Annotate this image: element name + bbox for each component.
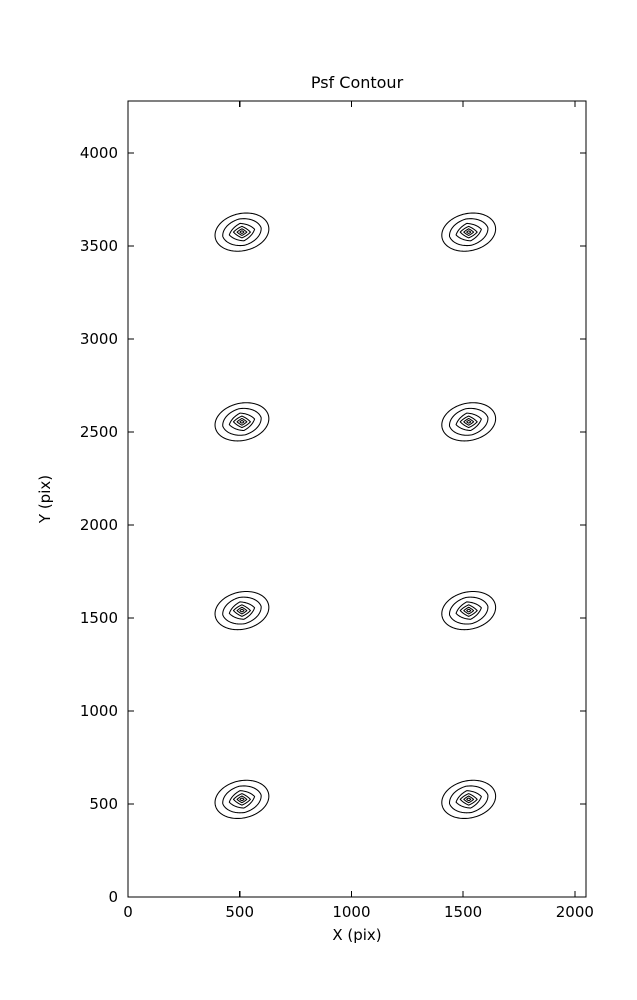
contour-level-1 (448, 596, 489, 625)
contour-level-2 (228, 222, 256, 242)
y-tick-label: 0 (108, 888, 118, 906)
contour-level-4 (463, 606, 475, 615)
contour-level-3 (232, 415, 251, 429)
psf-contour-source (441, 590, 497, 631)
contour-level-5 (239, 230, 245, 234)
contour-level-0 (441, 212, 497, 252)
psf-contour-source (441, 402, 497, 442)
x-axis-label: X (pix) (332, 926, 381, 944)
x-tick-label: 1000 (332, 903, 370, 921)
contour-level-0 (214, 779, 270, 819)
contour-level-1 (448, 785, 489, 814)
y-tick-label: 4000 (80, 144, 118, 162)
contour-level-5 (466, 230, 472, 234)
contour-level-2 (228, 601, 256, 620)
y-axis-ticks: 0 500 1000 1500 2000 2500 3000 3500 4000 (80, 144, 586, 906)
contour-level-2 (228, 790, 256, 809)
contour-level-0 (441, 590, 497, 631)
contour-level-4 (236, 606, 248, 615)
psf-contour-source (214, 212, 270, 252)
contour-level-3 (459, 604, 478, 617)
x-tick-label: 1500 (444, 903, 482, 921)
contour-level-2 (455, 222, 482, 242)
y-tick-label: 1000 (80, 702, 118, 720)
contour-level-4 (463, 417, 475, 426)
contour-level-1 (222, 218, 262, 247)
contour-level-3 (232, 604, 251, 617)
contour-level-5 (466, 419, 472, 424)
y-tick-label: 3500 (80, 237, 118, 255)
contour-level-5 (239, 608, 245, 613)
contour-level-3 (459, 415, 478, 429)
contour-level-4 (463, 795, 475, 804)
contour-level-4 (236, 417, 248, 426)
contour-level-0 (214, 212, 270, 252)
contour-layer (214, 212, 497, 819)
contour-level-3 (459, 793, 478, 806)
contour-level-5 (466, 797, 472, 802)
contour-level-3 (232, 793, 251, 806)
plot-title: Psf Contour (311, 73, 404, 92)
y-tick-label: 2000 (80, 516, 118, 534)
contour-level-5 (466, 608, 472, 613)
psf-contour-source (441, 779, 497, 819)
y-tick-label: 3000 (80, 330, 118, 348)
contour-level-4 (463, 228, 475, 236)
contour-level-5 (239, 797, 245, 802)
contour-level-0 (214, 590, 270, 631)
contour-level-4 (236, 228, 248, 236)
psf-contour-source (214, 590, 270, 631)
contour-level-3 (459, 225, 478, 239)
contour-level-1 (222, 407, 262, 436)
contour-level-2 (228, 412, 256, 432)
x-axis-ticks: 0 500 1000 1500 2000 (123, 101, 594, 921)
y-tick-label: 1500 (80, 609, 118, 627)
x-tick-label: 500 (225, 903, 254, 921)
contour-level-2 (455, 601, 482, 620)
axes-frame (127, 100, 587, 898)
contour-level-1 (222, 596, 262, 625)
contour-level-1 (222, 785, 262, 814)
psf-contour-source (441, 212, 497, 252)
psf-contour-source (214, 779, 270, 819)
contour-level-2 (455, 412, 482, 432)
contour-level-0 (441, 779, 497, 819)
y-axis-label: Y (pix) (36, 475, 54, 524)
x-tick-label: 0 (123, 903, 133, 921)
y-tick-label: 2500 (80, 423, 118, 441)
contour-level-2 (455, 790, 482, 809)
contour-level-0 (441, 402, 497, 442)
contour-level-4 (236, 795, 248, 804)
contour-level-0 (214, 402, 270, 442)
psf-contour-source (214, 402, 270, 442)
contour-level-5 (239, 419, 245, 424)
contour-level-1 (448, 407, 489, 436)
contour-level-1 (448, 218, 489, 247)
contour-level-3 (232, 225, 251, 239)
y-tick-label: 500 (89, 795, 118, 813)
x-tick-label: 2000 (556, 903, 594, 921)
